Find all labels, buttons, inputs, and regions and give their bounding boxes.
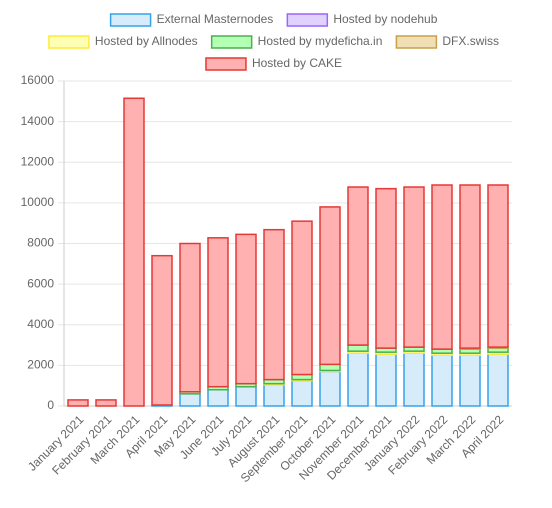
legend-label[interactable]: Hosted by nodehub xyxy=(333,12,437,26)
y-tick-label: 4000 xyxy=(27,317,54,331)
bar-segment xyxy=(179,393,201,407)
bar-segment xyxy=(403,186,425,348)
legend-label[interactable]: Hosted by Allnodes xyxy=(95,34,198,48)
bar-segment xyxy=(235,385,257,407)
legend-swatch[interactable] xyxy=(395,35,438,49)
bar-segment xyxy=(263,383,285,407)
bar-segment xyxy=(487,353,509,407)
bar-segment xyxy=(263,228,285,381)
legend-label[interactable]: Hosted by CAKE xyxy=(252,56,342,70)
bar-segment xyxy=(123,97,145,407)
bar-segment xyxy=(291,379,313,407)
y-tick-label: 6000 xyxy=(27,276,54,290)
bar-segment xyxy=(375,353,397,407)
bar-segment xyxy=(431,354,453,407)
y-tick-label: 0 xyxy=(47,398,54,412)
bar-segment xyxy=(487,184,509,348)
bar-segment xyxy=(95,399,117,407)
bar-segment xyxy=(291,220,313,376)
bar-segment xyxy=(151,254,173,406)
y-tick-label: 2000 xyxy=(27,358,54,372)
bar-segment xyxy=(179,242,201,393)
bar-segment xyxy=(459,184,481,349)
y-tick-label: 16000 xyxy=(21,73,55,87)
bar-segment xyxy=(459,354,481,407)
bar-segment xyxy=(319,370,341,407)
legend-swatch[interactable] xyxy=(48,35,90,49)
y-tick-label: 10000 xyxy=(21,195,55,209)
legend-label[interactable]: Hosted by mydeficha.in xyxy=(258,34,383,48)
y-tick-label: 8000 xyxy=(27,236,54,250)
bar-segment xyxy=(431,184,453,350)
bar-segment xyxy=(347,352,369,407)
legend-swatch[interactable] xyxy=(286,13,329,27)
legend-swatch[interactable] xyxy=(109,13,152,27)
legend-label[interactable]: External Masternodes xyxy=(157,12,274,26)
legend-label[interactable]: DFX.swiss xyxy=(442,34,499,48)
legend-swatch[interactable] xyxy=(210,35,253,49)
bar-segment xyxy=(375,187,397,349)
bar-segment xyxy=(403,352,425,407)
bar-segment xyxy=(235,233,257,385)
bar-segment xyxy=(319,363,341,372)
bar-segment xyxy=(207,237,229,388)
legend-swatch[interactable] xyxy=(205,57,247,71)
bar-segment xyxy=(347,186,369,346)
y-tick-label: 14000 xyxy=(21,114,55,128)
y-tick-label: 12000 xyxy=(21,154,55,168)
bar-segment xyxy=(207,389,229,407)
bar-segment xyxy=(291,373,313,381)
bar-segment xyxy=(347,344,369,352)
bar-segment xyxy=(67,399,89,407)
bar-segment xyxy=(319,206,341,366)
